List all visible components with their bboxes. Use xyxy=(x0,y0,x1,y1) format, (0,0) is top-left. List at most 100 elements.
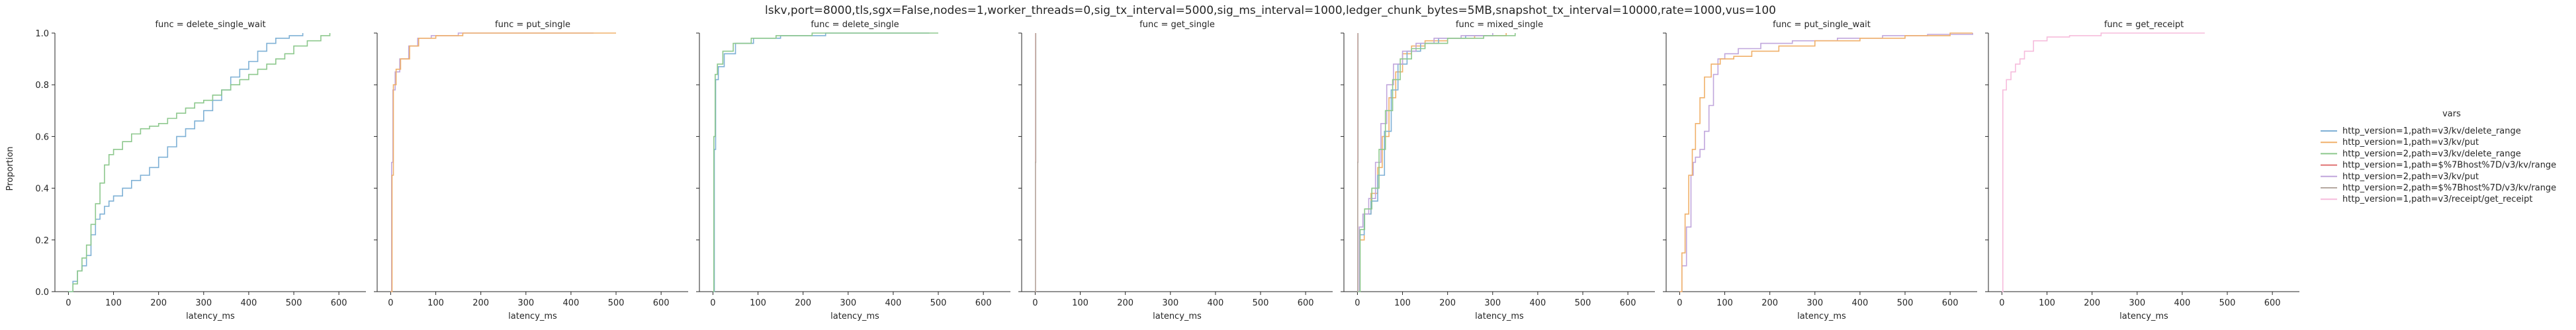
legend-label: http_version=1,path=v3/kv/put xyxy=(2342,138,2479,147)
x-tick-label: 600 xyxy=(1298,298,1314,308)
series-line xyxy=(1357,33,1359,292)
facet-panel: func = delete_single 0 100 200 300 400 500 600 l… xyxy=(696,20,1010,321)
facet-title: func = put_single_wait xyxy=(1773,20,1871,30)
x-tick-label: 500 xyxy=(1253,298,1269,308)
x-tick-label: 300 xyxy=(2129,298,2145,308)
x-tick-label: 500 xyxy=(608,298,625,308)
x-tick-label: 0 xyxy=(1999,298,2004,308)
x-tick-label: 200 xyxy=(795,298,811,308)
x-tick-label: 500 xyxy=(930,298,947,308)
x-tick-label: 300 xyxy=(1162,298,1178,308)
x-tick-label: 300 xyxy=(1484,298,1501,308)
x-tick-label: 200 xyxy=(150,298,167,308)
x-tick-label: 200 xyxy=(472,298,489,308)
x-tick-label: 300 xyxy=(840,298,856,308)
legend-label: http_version=1,path=v3/receipt/get_recei… xyxy=(2342,194,2532,204)
series-line xyxy=(1679,33,1973,292)
facet-title: func = put_single xyxy=(495,20,570,30)
x-tick-label: 200 xyxy=(2084,298,2100,308)
facet-panel: func = put_single_wait 0 100 200 300 400 500 60… xyxy=(1663,20,1977,321)
x-tick-label: 600 xyxy=(1620,298,1636,308)
x-tick-label: 400 xyxy=(1207,298,1223,308)
series-line xyxy=(713,32,938,292)
series-line xyxy=(68,33,304,292)
x-tick-label: 300 xyxy=(517,298,534,308)
x-tick-label: 600 xyxy=(975,298,992,308)
x-tick-label: 500 xyxy=(2219,298,2236,308)
facet-title: func = delete_single xyxy=(811,20,899,30)
x-tick-label: 300 xyxy=(1806,298,1823,308)
y-tick-label: 1.0 xyxy=(35,29,49,39)
series-line xyxy=(68,33,331,292)
y-axis-label: Proportion xyxy=(5,146,15,190)
facet-title: func = get_single xyxy=(1139,20,1215,30)
y-tick-label: 0.4 xyxy=(35,185,49,194)
y-tick-label: 0.8 xyxy=(35,81,49,91)
x-tick-label: 400 xyxy=(562,298,579,308)
x-tick-label: 600 xyxy=(1942,298,1959,308)
facet-panel: func = get_single 0 100 200 300 400 500 600 late… xyxy=(1018,20,1333,321)
facet-title: func = get_receipt xyxy=(2104,20,2184,30)
x-tick-label: 200 xyxy=(1761,298,1778,308)
x-tick-label: 600 xyxy=(331,298,347,308)
x-tick-label: 300 xyxy=(195,298,212,308)
legend-label: http_version=1,path=v3/kv/delete_range xyxy=(2342,126,2521,136)
x-axis-label: latency_ms xyxy=(1153,311,1202,321)
x-tick-label: 100 xyxy=(427,298,444,308)
x-axis-label: latency_ms xyxy=(1797,311,1846,321)
legend-label: http_version=2,path=v3/kv/delete_range xyxy=(2342,149,2521,159)
legend-label: http_version=2,path=$%7Bhost%7D/v3/kv/ra… xyxy=(2342,183,2556,193)
y-tick-label: 0.2 xyxy=(35,236,49,246)
x-axis-label: latency_ms xyxy=(1475,311,1524,321)
series-line xyxy=(1357,33,1516,292)
x-axis-label: latency_ms xyxy=(2119,311,2168,321)
facet-panel: func = get_receipt 0 100 200 300 400 500 600 lat… xyxy=(1985,20,2299,321)
legend-title: vars xyxy=(2442,109,2461,119)
y-tick-label: 0.0 xyxy=(35,288,49,298)
x-tick-label: 500 xyxy=(286,298,302,308)
facet-panel: func = mixed_single 0 100 200 300 400 500 600 la… xyxy=(1341,20,1655,321)
series-line xyxy=(390,32,594,292)
series-line xyxy=(2002,32,2205,292)
facet-panel: func = delete_single_wait 0.0 0.2 0.4 0.6 0.8… xyxy=(35,20,366,321)
x-tick-label: 200 xyxy=(1117,298,1133,308)
series-line xyxy=(1035,33,1037,292)
legend-label: http_version=1,path=$%7Bhost%7D/v3/kv/ra… xyxy=(2342,161,2556,171)
x-tick-label: 0 xyxy=(388,298,393,308)
facet-title: func = mixed_single xyxy=(1456,20,1543,30)
series-line xyxy=(1679,32,1973,292)
x-tick-label: 500 xyxy=(1575,298,1591,308)
x-tick-label: 100 xyxy=(1716,298,1733,308)
x-tick-label: 0 xyxy=(1355,298,1360,308)
facet-title: func = delete_single_wait xyxy=(155,20,265,30)
x-tick-label: 400 xyxy=(885,298,901,308)
x-axis-label: latency_ms xyxy=(830,311,879,321)
y-tick-label: 0.6 xyxy=(35,132,49,142)
x-tick-label: 100 xyxy=(105,298,122,308)
chart-title: lskv,port=8000,tls,sgx=False,nodes=1,wor… xyxy=(765,4,1776,17)
facet-panel: func = put_single 0 100 200 300 400 500 600 late… xyxy=(374,20,688,321)
x-axis-label: latency_ms xyxy=(186,311,235,321)
x-tick-label: 600 xyxy=(2264,298,2281,308)
x-tick-label: 200 xyxy=(1439,298,1456,308)
series-line xyxy=(713,32,930,292)
x-tick-label: 100 xyxy=(1072,298,1088,308)
series-line xyxy=(390,32,616,292)
x-tick-label: 100 xyxy=(750,298,766,308)
facet-panels: func = delete_single_wait 0.0 0.2 0.4 0.6 0.8… xyxy=(35,20,2299,321)
x-tick-label: 100 xyxy=(1394,298,1411,308)
x-tick-label: 0 xyxy=(66,298,71,308)
x-tick-label: 0 xyxy=(710,298,715,308)
x-tick-label: 500 xyxy=(1897,298,1914,308)
x-tick-label: 400 xyxy=(1529,298,1546,308)
x-tick-label: 100 xyxy=(2039,298,2055,308)
series-line xyxy=(1357,33,1493,292)
x-axis-label: latency_ms xyxy=(508,311,557,321)
legend: vars http_version=1,path=v3/kv/delete_ran… xyxy=(2321,109,2556,204)
x-tick-label: 0 xyxy=(1677,298,1682,308)
x-tick-label: 400 xyxy=(240,298,257,308)
x-tick-label: 400 xyxy=(2174,298,2190,308)
x-tick-label: 400 xyxy=(1851,298,1868,308)
